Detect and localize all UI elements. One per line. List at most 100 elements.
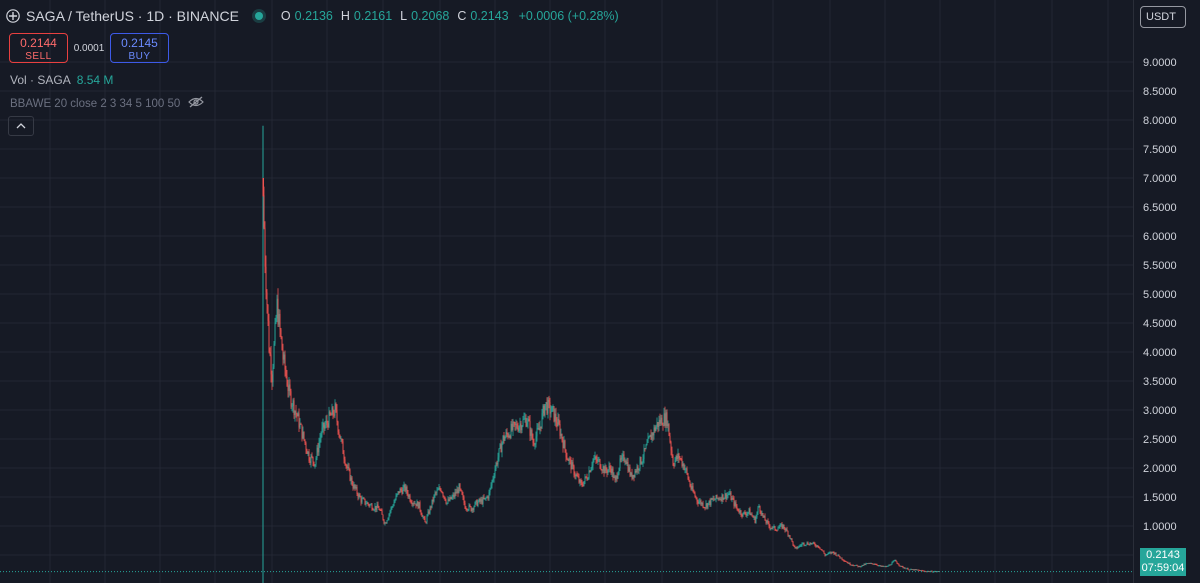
candle-body	[758, 505, 760, 508]
candle-body	[568, 458, 570, 461]
candle-body	[761, 513, 763, 515]
candle-body	[764, 515, 766, 521]
symbol-title[interactable]: SAGA / TetherUS · 1D · BINANCE	[26, 8, 239, 24]
candle-body	[658, 419, 660, 427]
candle-body	[295, 410, 297, 414]
y-tick-label: 3.0000	[1143, 405, 1177, 417]
candle-body	[636, 466, 638, 473]
candle-body	[844, 561, 846, 562]
candle-body	[593, 458, 595, 460]
candle-body	[934, 571, 936, 573]
eye-hidden-icon[interactable]	[188, 96, 205, 111]
candle-body	[385, 522, 387, 524]
candle-body	[453, 494, 455, 497]
currency-selector[interactable]: USDT	[1140, 6, 1186, 28]
candle-body	[670, 442, 672, 451]
candle-body	[338, 431, 340, 435]
candle-body	[682, 463, 684, 467]
candle-body	[888, 564, 890, 566]
candle-body	[536, 428, 538, 437]
candle-body	[573, 465, 575, 476]
candle-body	[289, 384, 291, 392]
candle-body	[677, 453, 679, 460]
candle-body	[538, 428, 540, 431]
candle-body	[603, 466, 605, 474]
symbol-logo-icon[interactable]	[6, 9, 20, 23]
candle-body	[663, 413, 665, 426]
candle-body	[589, 470, 591, 473]
candle-body	[676, 455, 678, 460]
candle-body	[690, 486, 692, 490]
candle-body	[776, 530, 778, 532]
candle-body	[317, 447, 319, 453]
candle-body	[370, 504, 372, 506]
candle-body	[597, 459, 599, 462]
collapse-legend-button[interactable]	[8, 116, 34, 136]
indicator-legend[interactable]: BBAWE 20 close 2 3 34 5 100 50	[10, 96, 205, 111]
candle-body	[430, 506, 432, 508]
candle-body	[805, 544, 807, 546]
candle-body	[930, 570, 932, 572]
candle-body	[362, 498, 364, 500]
candle-body	[711, 498, 713, 500]
candle-body	[712, 498, 714, 500]
candle-body	[552, 406, 554, 407]
candle-body	[418, 502, 420, 509]
candle-body	[397, 491, 399, 494]
candle-body	[324, 425, 326, 429]
candle-body	[386, 520, 388, 524]
candle-body	[416, 501, 418, 507]
candle-body	[274, 322, 276, 344]
candle-body	[556, 422, 558, 427]
candle-body	[302, 431, 304, 439]
y-tick-label: 1.0000	[1143, 521, 1177, 533]
candle-body	[686, 468, 688, 474]
candle-body	[268, 320, 270, 352]
candle-body	[477, 501, 479, 506]
candle-body	[867, 563, 869, 565]
candle-body	[757, 507, 759, 513]
candle-body	[691, 486, 693, 490]
sell-button[interactable]: 0.2144 SELL	[9, 33, 68, 63]
candle-body	[630, 472, 632, 476]
candle-body	[555, 413, 557, 423]
candle-body	[280, 329, 282, 338]
candle-body	[551, 406, 553, 412]
candle-body	[505, 432, 507, 437]
candle-body	[356, 486, 358, 495]
candle-body	[736, 506, 738, 509]
candle-body	[380, 510, 382, 511]
candle-body	[545, 402, 547, 405]
candle-body	[460, 488, 462, 491]
candle-body	[893, 560, 895, 562]
candle-body	[634, 470, 636, 477]
candle-body	[786, 528, 788, 532]
candle-body	[353, 484, 355, 489]
candle-body	[546, 402, 548, 414]
candle-body	[905, 568, 907, 570]
candle-body	[823, 551, 825, 554]
candle-body	[666, 412, 668, 427]
candle-body	[323, 422, 325, 429]
candle-body	[659, 419, 661, 424]
candle-body	[801, 543, 803, 546]
candle-body	[675, 455, 677, 461]
volume-legend[interactable]: Vol · SAGA 8.54 M	[10, 73, 113, 87]
candle-body	[459, 484, 461, 489]
candle-body	[321, 427, 323, 435]
candle-body	[918, 570, 920, 571]
y-tick-label: 5.0000	[1143, 289, 1177, 301]
candle-body	[843, 560, 845, 562]
candle-body	[341, 438, 343, 442]
candle-body	[825, 554, 827, 556]
candle-body	[465, 508, 467, 510]
buy-button[interactable]: 0.2145 BUY	[110, 33, 169, 63]
candle-body	[322, 422, 324, 428]
candle-body	[706, 503, 708, 508]
candle-body	[596, 459, 598, 462]
candle-body	[493, 476, 495, 479]
candle-body	[286, 376, 288, 386]
candle-body	[922, 570, 924, 572]
candle-body	[425, 522, 427, 523]
